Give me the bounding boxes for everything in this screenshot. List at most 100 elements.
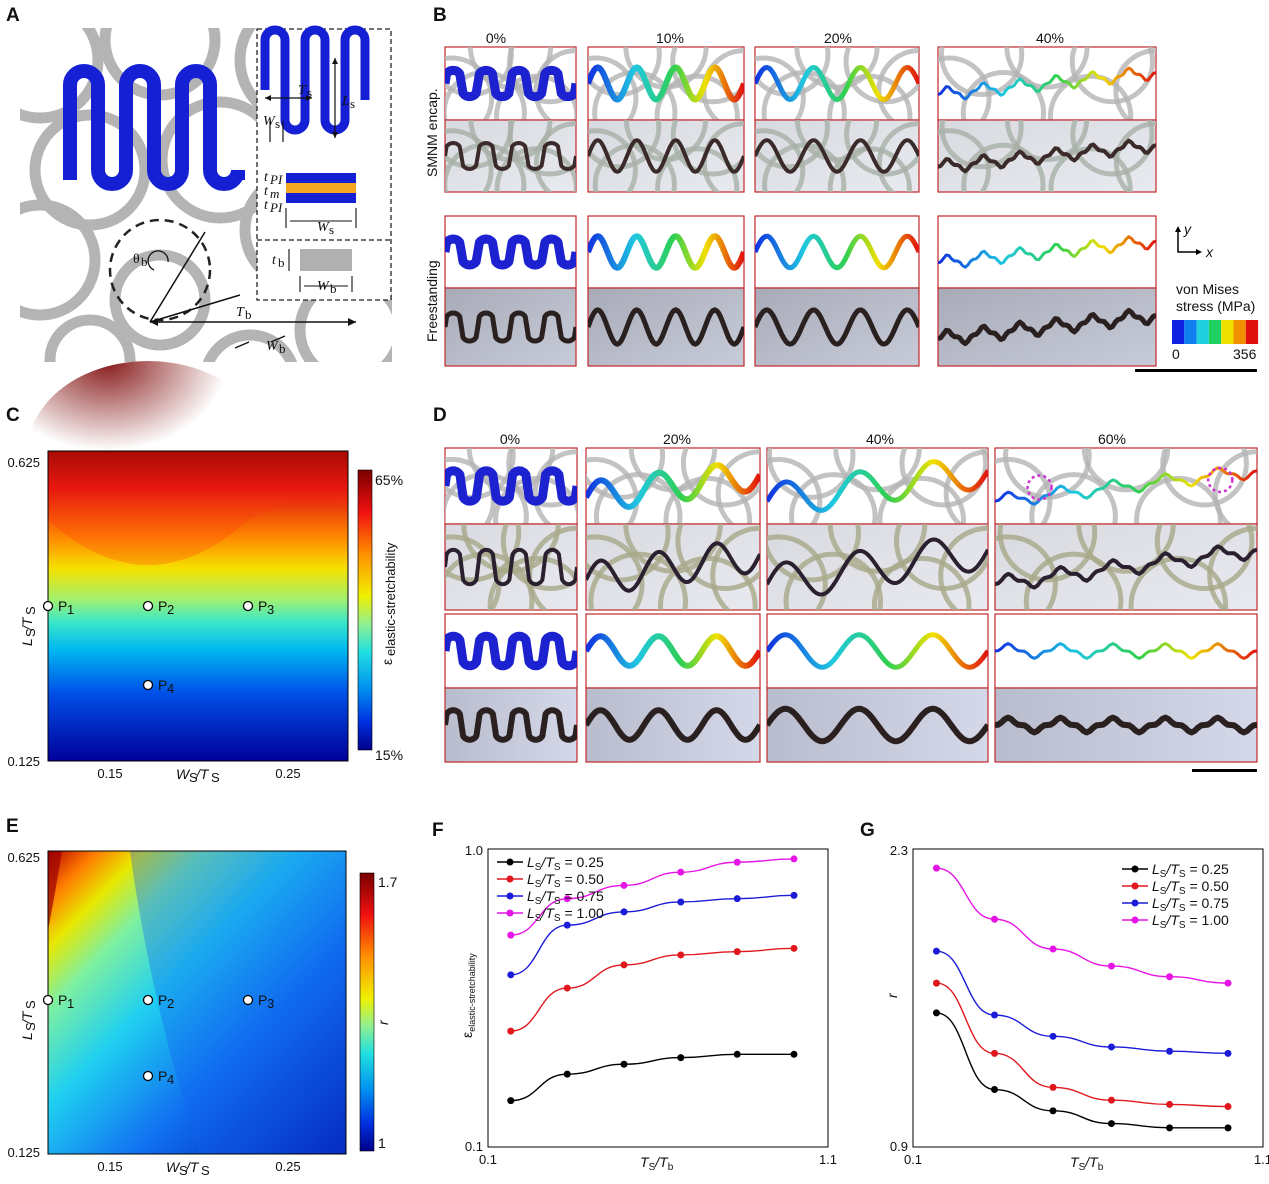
b-col-1: 10% (656, 30, 684, 46)
series-1-point-3 (677, 951, 685, 959)
point-p1 (42, 994, 54, 1006)
series-0-point-3 (1107, 1120, 1115, 1128)
panel-c-label: C (6, 405, 20, 426)
c-xtick-0: 0.15 (97, 766, 122, 781)
point-p2 (142, 994, 154, 1006)
legend-label-3: LS/TS = 1.00 (1152, 912, 1229, 931)
panel-d-label: D (433, 405, 447, 426)
e-ytick-bot: 0.125 (7, 1145, 40, 1160)
c-xtick-1: 0.25 (275, 766, 300, 781)
legend-marker-2 (506, 892, 514, 900)
series-2-point-2 (1049, 1032, 1057, 1040)
series-1-point-5 (790, 944, 798, 952)
ytick-min: 0.1 (465, 1139, 483, 1154)
series-2-point-5 (1224, 1049, 1232, 1057)
panel-a: A T s L s W s t PI t m t PI (6, 5, 392, 362)
c-ytick-bot: 0.125 (7, 754, 40, 769)
series-0-point-4 (1166, 1124, 1174, 1132)
series-2-point-2 (620, 908, 628, 916)
xtick-min: 0.1 (479, 1152, 497, 1167)
point-label-p4: P (158, 1068, 167, 1084)
series-line-0 (936, 1012, 1228, 1129)
scale-bar-d (1192, 769, 1257, 772)
svg-text:S: S (23, 1000, 38, 1009)
point-p1 (42, 600, 54, 612)
d-col-3: 60% (1098, 431, 1126, 447)
panel-g-label: G (860, 820, 875, 841)
e-ylabel: L (19, 1032, 35, 1040)
series-1-point-2 (620, 961, 628, 969)
y-axis-label: εelastic-stretchability (459, 953, 477, 1038)
dim-ts: T (298, 83, 307, 98)
legend-marker-3 (1131, 916, 1139, 924)
series-1-point-0 (507, 1027, 515, 1035)
series-3-point-3 (677, 868, 685, 876)
d-col-1: 20% (663, 431, 691, 447)
series-line-0 (510, 1053, 794, 1102)
point-p3 (242, 994, 254, 1006)
dim-tb: t (272, 253, 277, 268)
x-axis-label: TS/Tb (640, 1154, 674, 1173)
series-2-point-5 (790, 891, 798, 899)
series-1-point-2 (1049, 1083, 1057, 1091)
e-heatmap (48, 851, 346, 1154)
panel-f: F 0.1 1.1 1.0 0.1 TS/Tb εelastic-stretchabili… (432, 820, 837, 1173)
b-row-top: SMNM encap. (424, 88, 440, 177)
point-label-p3: P (258, 598, 267, 614)
series-line-2 (936, 950, 1229, 1055)
panel-e: E 0.625 0.125 0.15 0.25 L S /T S W S /T … (6, 816, 398, 1178)
legend-label-2: LS/TS = 0.75 (1152, 895, 1229, 914)
series-0-point-1 (991, 1086, 999, 1094)
panel-d: D 0% 20% 40% 60% (433, 405, 1258, 772)
c-cb-max: 65% (375, 472, 403, 488)
g-chart: 0.1 1.1 2.3 0.9 TS/Tb r (884, 843, 1269, 1173)
f-plot-frame (487, 848, 829, 1148)
d-col-0: 0% (500, 431, 520, 447)
point-sub-p1: 1 (67, 602, 74, 617)
dim-theta: θ (133, 252, 140, 267)
series-3-point-2 (620, 881, 628, 889)
series-2-point-1 (563, 921, 571, 929)
point-p4 (142, 1070, 154, 1082)
series-2-point-0 (932, 947, 940, 955)
series-3-point-1 (991, 915, 999, 923)
series-2-point-4 (733, 895, 741, 903)
point-p4 (142, 679, 154, 691)
point-label-p1: P (58, 992, 67, 1008)
dim-Tb: T (236, 305, 245, 320)
series-line-1 (936, 982, 1229, 1108)
legend-marker-2 (1131, 899, 1139, 907)
svg-text:s: s (350, 96, 355, 111)
series-0-point-3 (677, 1054, 685, 1062)
legend-label-1: LS/TS = 0.50 (1152, 878, 1229, 897)
series-3-point-4 (733, 858, 741, 866)
svg-text:elastic-stretchability: elastic-stretchability (383, 542, 398, 656)
legend-marker-1 (1131, 882, 1139, 890)
point-sub-p3: 3 (267, 602, 274, 617)
ytick-max: 1.0 (465, 843, 483, 858)
legend-title-2: stress (MPa) (1176, 298, 1255, 314)
e-ytick-top: 0.625 (7, 850, 40, 865)
e-cb-max: 1.7 (378, 874, 398, 890)
xtick-min: 0.1 (904, 1152, 922, 1167)
series-3-point-3 (1107, 962, 1115, 970)
series-0-point-4 (733, 1050, 741, 1058)
panel-c: C 0.625 0.125 0.15 0.25 L S /T S W S /T … (6, 361, 403, 785)
dashed-circle (108, 218, 212, 322)
series-2-point-3 (1107, 1043, 1115, 1051)
g-plot-frame (912, 848, 1264, 1148)
series-0-point-0 (507, 1097, 515, 1105)
point-p2 (142, 600, 154, 612)
legend-marker-0 (506, 858, 514, 866)
series-2-point-0 (507, 971, 515, 979)
series-1-point-4 (1166, 1100, 1174, 1108)
inset-serpentine (260, 25, 370, 135)
legend-marker-1 (506, 875, 514, 883)
legend-label-3: LS/TS = 1.00 (527, 905, 604, 924)
svg-text:s: s (307, 85, 312, 100)
b-col-3: 40% (1036, 30, 1064, 46)
svg-text:S: S (23, 1022, 38, 1031)
series-3-point-0 (932, 864, 940, 872)
